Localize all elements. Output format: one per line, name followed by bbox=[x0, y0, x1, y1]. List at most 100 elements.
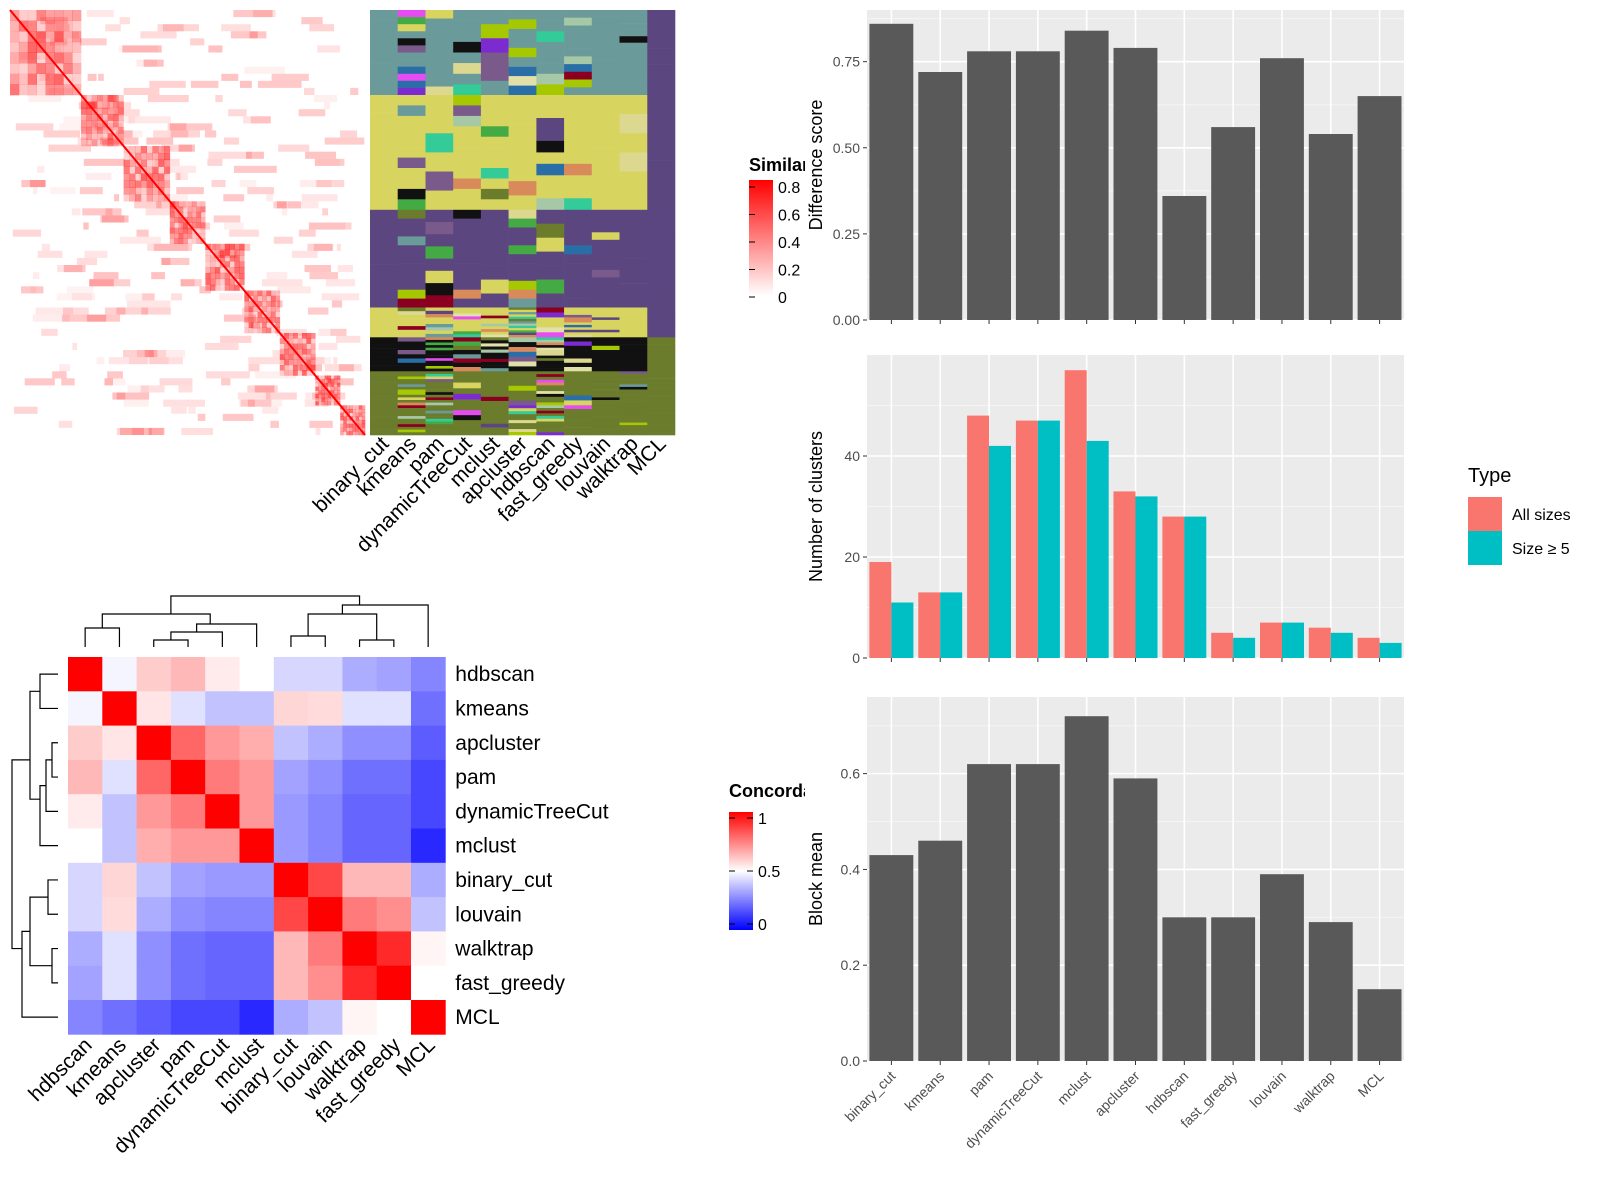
annotation-cell bbox=[591, 367, 620, 372]
similarity-block-cell bbox=[27, 41, 37, 53]
annotation-cell bbox=[591, 188, 620, 200]
similarity-block-cell bbox=[340, 409, 344, 413]
annotation-cell bbox=[397, 136, 426, 148]
similarity-texture-cell bbox=[178, 144, 195, 152]
bar bbox=[1162, 917, 1207, 1061]
similarity-texture-cell bbox=[55, 24, 70, 32]
annotation-cell bbox=[397, 429, 426, 433]
similarity-block-cell bbox=[224, 261, 230, 268]
similarity-block-cell bbox=[118, 107, 124, 115]
annotation-cell bbox=[370, 130, 398, 140]
similarity-block-cell bbox=[97, 126, 103, 134]
annotation-cell bbox=[619, 376, 648, 380]
similarity-block-cell bbox=[337, 390, 341, 395]
similarity-block-cell bbox=[205, 273, 211, 280]
similarity-block-cell bbox=[187, 233, 193, 239]
similarity-texture-cell bbox=[13, 406, 38, 414]
similarity-block-cell bbox=[262, 317, 267, 323]
annotation-cell bbox=[619, 410, 648, 413]
annotation-cell bbox=[397, 413, 426, 417]
similarity-block-cell bbox=[129, 166, 136, 174]
similarity-block-cell bbox=[10, 20, 20, 32]
similarity-texture-cell bbox=[317, 45, 340, 53]
concordance-cell bbox=[170, 1000, 206, 1035]
concordance-cell bbox=[68, 828, 103, 864]
annotation-cell bbox=[370, 165, 398, 175]
concordance-row-label: hdbscan bbox=[455, 663, 534, 686]
similarity-block-cell bbox=[152, 146, 159, 154]
annotation-cell bbox=[370, 84, 398, 96]
similarity-block-cell bbox=[248, 290, 254, 297]
similarity-texture-cell bbox=[215, 95, 223, 103]
annotation-cell bbox=[647, 340, 676, 345]
annotation-cell bbox=[619, 329, 648, 333]
annotation-cell bbox=[591, 157, 620, 169]
concordance-cell bbox=[102, 828, 137, 864]
annotation-cell bbox=[591, 317, 620, 321]
similarity-block-cell bbox=[324, 382, 328, 387]
similarity-texture-cell bbox=[277, 300, 283, 308]
similarity-block-cell bbox=[302, 338, 307, 344]
annotation-cell bbox=[647, 322, 676, 328]
similarity-texture-cell bbox=[190, 80, 219, 88]
bar bbox=[1308, 134, 1353, 320]
similarity-texture-cell bbox=[96, 357, 105, 365]
annotation-cell bbox=[370, 329, 398, 333]
annotation-cell bbox=[425, 270, 454, 284]
annotation-cell bbox=[425, 379, 454, 382]
legend-label-all-sizes: All sizes bbox=[1512, 507, 1571, 524]
similarity-texture-cell bbox=[224, 222, 244, 230]
concordance-cell bbox=[205, 828, 240, 864]
concordance-cell bbox=[170, 657, 206, 692]
annotation-cell bbox=[536, 416, 565, 420]
similarity-block-cell bbox=[200, 227, 206, 234]
similarity-block-cell bbox=[36, 20, 46, 32]
similarity-block-cell bbox=[81, 107, 87, 115]
annotation-cell bbox=[453, 136, 482, 148]
similarity-block-cell bbox=[266, 301, 272, 307]
similarity-block-cell bbox=[36, 84, 46, 96]
annotation-cell bbox=[536, 421, 565, 425]
similarity-texture-cell bbox=[149, 80, 186, 88]
annotation-cell bbox=[453, 236, 482, 246]
annotation-cell bbox=[591, 418, 620, 422]
bar bbox=[1357, 96, 1402, 320]
legend-key-size-ge-5 bbox=[1468, 531, 1502, 565]
similarity-texture-cell bbox=[131, 427, 165, 435]
similarity-block-cell bbox=[86, 139, 92, 147]
annotation-cell bbox=[480, 105, 509, 117]
annotation-cell bbox=[480, 365, 509, 369]
annotation-cell bbox=[591, 66, 620, 75]
x-tick-label: apcluster bbox=[1091, 1068, 1143, 1120]
similarity-texture-cell bbox=[250, 116, 271, 124]
similarity-block-cell bbox=[158, 152, 165, 161]
similarity-block-cell bbox=[248, 322, 254, 328]
similarity-block-cell bbox=[152, 166, 159, 174]
similarity-block-cell bbox=[337, 375, 341, 380]
similarity-texture-cell bbox=[116, 427, 152, 435]
similarity-block-cell bbox=[266, 327, 272, 334]
annotation-cell bbox=[619, 81, 648, 89]
similarity-block-cell bbox=[234, 284, 240, 291]
annotation-cell bbox=[508, 218, 537, 228]
concordance-cell bbox=[102, 965, 137, 1001]
similarity-block-cell bbox=[244, 311, 249, 318]
annotation-cell bbox=[591, 381, 620, 385]
annotation-cell bbox=[453, 280, 482, 290]
annotation-cell bbox=[564, 245, 593, 255]
annotation-cell bbox=[619, 322, 648, 326]
annotation-cell bbox=[453, 376, 482, 383]
similarity-texture-cell bbox=[197, 413, 206, 421]
annotation-cell bbox=[508, 347, 537, 353]
annotation-cell bbox=[591, 254, 620, 263]
concordance-row-label: walktrap bbox=[454, 938, 533, 961]
annotation-cell bbox=[453, 425, 482, 431]
annotation-cell bbox=[425, 314, 454, 318]
similarity-block-cell bbox=[302, 348, 307, 355]
legend-label-size-ge-5: Size ≥ 5 bbox=[1512, 541, 1570, 558]
annotation-cell bbox=[425, 327, 454, 331]
annotation-cell bbox=[480, 392, 509, 398]
annotation-cell bbox=[508, 381, 537, 387]
similarity-block-cell bbox=[72, 41, 82, 53]
annotation-cell bbox=[508, 298, 537, 308]
